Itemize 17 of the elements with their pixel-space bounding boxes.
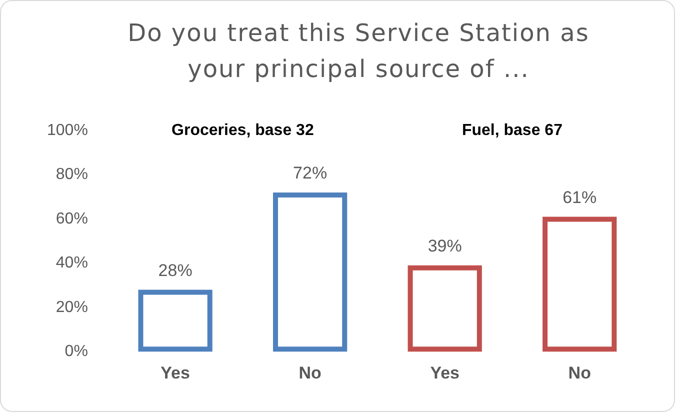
- annotation: Groceries, base 32: [172, 122, 314, 140]
- text: 28%: [158, 260, 192, 280]
- x-tick-label: No: [298, 363, 322, 382]
- x-tick-label: Yes: [160, 363, 190, 382]
- y-tick-label: 60%: [56, 210, 88, 228]
- y-tick-label: 0%: [64, 343, 88, 360]
- y-tick-label: 40%: [56, 254, 88, 272]
- chart-title: Do you treat this Service Station as your principal source of ...: [126, 18, 590, 85]
- annotation: Fuel, base 67: [462, 122, 563, 140]
- x-tick-label: Yes: [430, 363, 460, 382]
- text: 72%: [293, 164, 328, 183]
- y-tick-label: 100%: [47, 122, 88, 140]
- y-tick-label: 20%: [56, 298, 88, 316]
- text: 39%: [428, 236, 462, 256]
- text: 61%: [562, 188, 597, 207]
- x-tick-label: No: [568, 363, 591, 382]
- y-tick-label: 80%: [56, 166, 88, 184]
